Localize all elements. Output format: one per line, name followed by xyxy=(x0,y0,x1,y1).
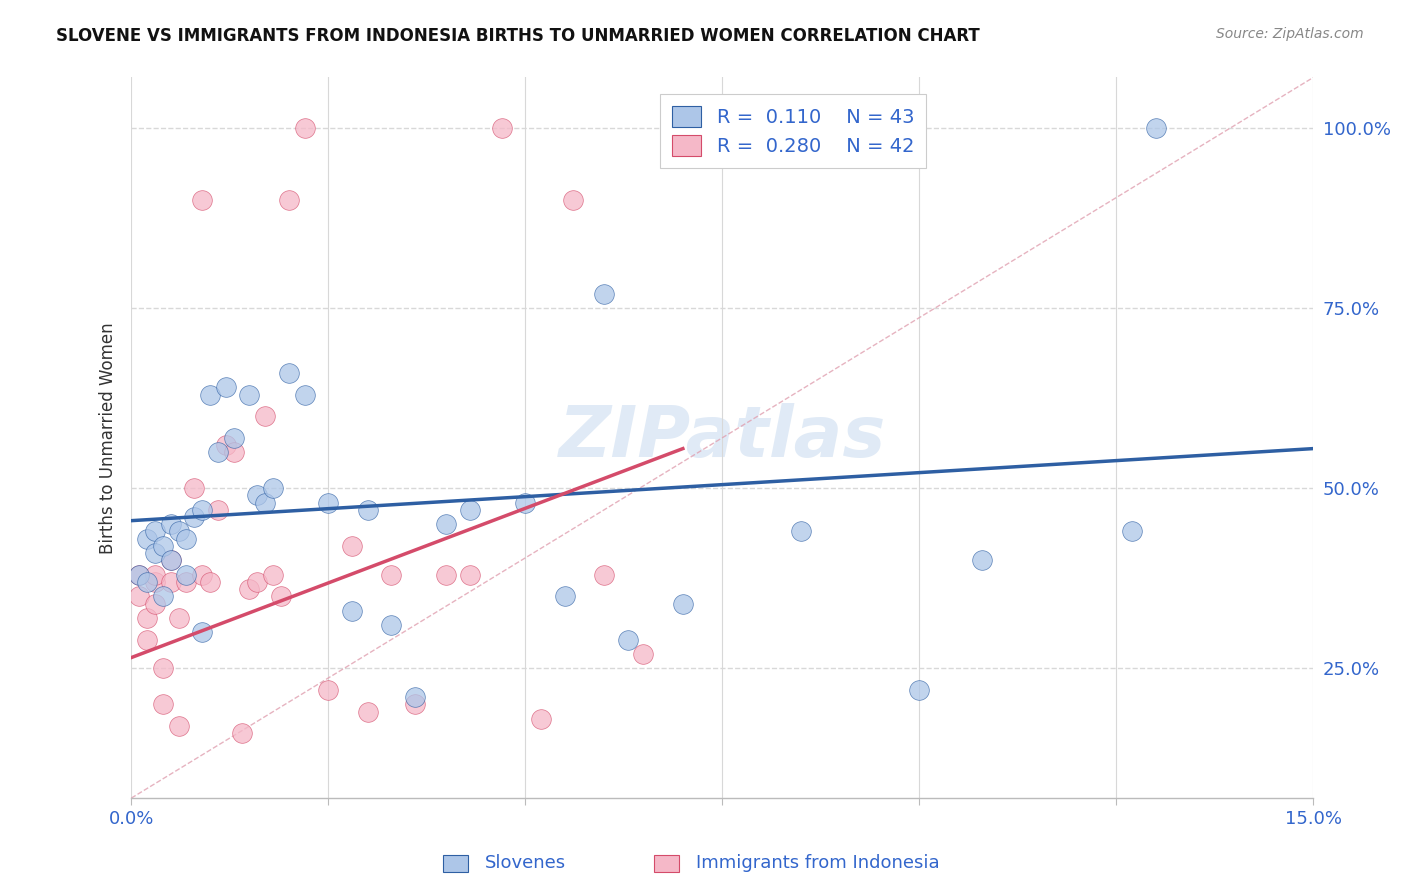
Y-axis label: Births to Unmarried Women: Births to Unmarried Women xyxy=(100,322,117,554)
Point xyxy=(262,481,284,495)
Point xyxy=(972,553,994,567)
Point xyxy=(340,539,363,553)
Point xyxy=(316,496,339,510)
Point xyxy=(198,387,221,401)
Point xyxy=(254,409,277,424)
Text: ZIPatlas: ZIPatlas xyxy=(558,403,886,472)
Point xyxy=(530,712,553,726)
Point xyxy=(207,503,229,517)
Point xyxy=(136,611,159,625)
Point xyxy=(128,567,150,582)
Point xyxy=(254,496,277,510)
Point xyxy=(908,683,931,698)
Point xyxy=(340,604,363,618)
Point xyxy=(491,120,513,135)
Point xyxy=(262,567,284,582)
Point xyxy=(711,120,734,135)
Point xyxy=(215,438,238,452)
Point xyxy=(246,574,269,589)
Point xyxy=(294,120,316,135)
Point xyxy=(143,546,166,560)
Point xyxy=(238,387,260,401)
Point xyxy=(593,567,616,582)
Point xyxy=(380,618,402,632)
Point xyxy=(152,539,174,553)
Point xyxy=(152,661,174,675)
Point xyxy=(294,387,316,401)
Point xyxy=(458,567,481,582)
Point xyxy=(238,582,260,596)
Point xyxy=(159,553,181,567)
Text: Slovenes: Slovenes xyxy=(485,855,567,872)
Point xyxy=(222,431,245,445)
Point xyxy=(176,532,198,546)
Point xyxy=(231,726,253,740)
Point xyxy=(152,590,174,604)
Point xyxy=(356,503,378,517)
Point xyxy=(136,632,159,647)
Point xyxy=(159,553,181,567)
Point xyxy=(380,567,402,582)
Point xyxy=(191,503,214,517)
Point xyxy=(616,632,638,647)
Point xyxy=(143,567,166,582)
Point xyxy=(128,590,150,604)
Point xyxy=(672,120,695,135)
Point xyxy=(183,481,205,495)
Point xyxy=(277,366,299,380)
Point xyxy=(128,567,150,582)
Point xyxy=(316,683,339,698)
Point xyxy=(183,510,205,524)
Point xyxy=(790,524,813,539)
Point xyxy=(515,496,537,510)
Point xyxy=(436,517,458,532)
Point xyxy=(167,719,190,733)
Point xyxy=(143,574,166,589)
Point xyxy=(136,532,159,546)
Point xyxy=(167,611,190,625)
Point xyxy=(167,524,190,539)
Point xyxy=(404,690,426,705)
Point xyxy=(176,567,198,582)
Point xyxy=(458,503,481,517)
Point xyxy=(270,590,292,604)
Point xyxy=(191,625,214,640)
Point xyxy=(152,698,174,712)
Point xyxy=(561,193,583,207)
Legend: R =  0.110    N = 43, R =  0.280    N = 42: R = 0.110 N = 43, R = 0.280 N = 42 xyxy=(661,95,927,168)
Point xyxy=(215,380,238,394)
Point xyxy=(404,698,426,712)
Point xyxy=(191,193,214,207)
Point xyxy=(593,286,616,301)
Point xyxy=(159,574,181,589)
Point xyxy=(191,567,214,582)
Point xyxy=(136,574,159,589)
Point xyxy=(1121,524,1143,539)
Text: Source: ZipAtlas.com: Source: ZipAtlas.com xyxy=(1216,27,1364,41)
Point xyxy=(222,445,245,459)
Point xyxy=(672,597,695,611)
Point xyxy=(633,647,655,661)
Text: Immigrants from Indonesia: Immigrants from Indonesia xyxy=(696,855,939,872)
Point xyxy=(207,445,229,459)
Point xyxy=(1144,120,1167,135)
Point xyxy=(143,597,166,611)
Point xyxy=(176,574,198,589)
Point xyxy=(198,574,221,589)
Point xyxy=(159,517,181,532)
Point xyxy=(436,567,458,582)
Text: SLOVENE VS IMMIGRANTS FROM INDONESIA BIRTHS TO UNMARRIED WOMEN CORRELATION CHART: SLOVENE VS IMMIGRANTS FROM INDONESIA BIR… xyxy=(56,27,980,45)
Point xyxy=(554,590,576,604)
Point xyxy=(277,193,299,207)
Point xyxy=(246,488,269,502)
Point xyxy=(356,705,378,719)
Point xyxy=(143,524,166,539)
